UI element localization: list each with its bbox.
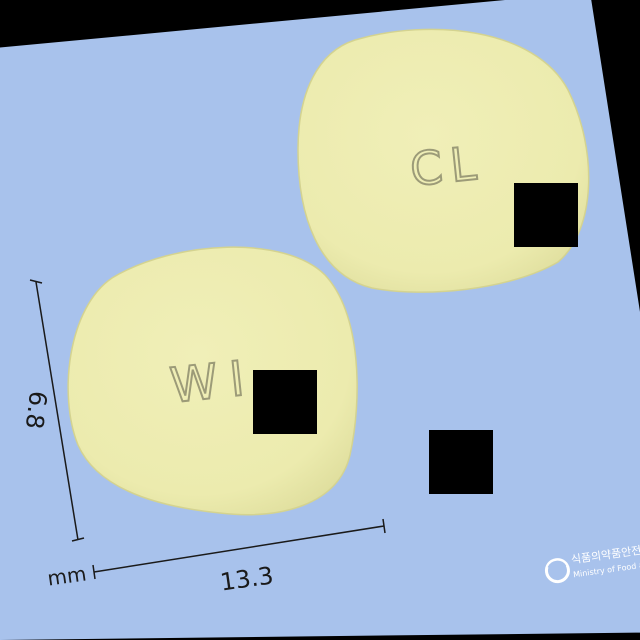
mfds-logo-icon	[544, 558, 570, 584]
tablet-front-shape	[67, 246, 358, 516]
height-dimension-line	[35, 281, 79, 541]
height-dimension-cap-top	[29, 279, 43, 284]
height-value-label: 6.8	[20, 389, 52, 430]
width-dimension-line	[93, 525, 385, 573]
redaction-box	[429, 430, 493, 494]
width-dimension-cap-right	[382, 518, 386, 534]
redaction-box	[514, 183, 578, 247]
height-dimension-cap-bottom	[71, 537, 85, 542]
redaction-box	[253, 370, 317, 434]
width-dimension-cap-left	[92, 564, 96, 580]
tablet-front: WI	[67, 246, 358, 516]
mfds-logo-swirl	[547, 560, 567, 569]
tablet-front-imprint: WI	[168, 350, 259, 415]
height-dimension: 6.8	[20, 279, 85, 542]
tablet-back-imprint: CL	[408, 135, 487, 196]
tablet-back: CL	[297, 28, 590, 293]
unit-label: mm	[46, 561, 88, 590]
